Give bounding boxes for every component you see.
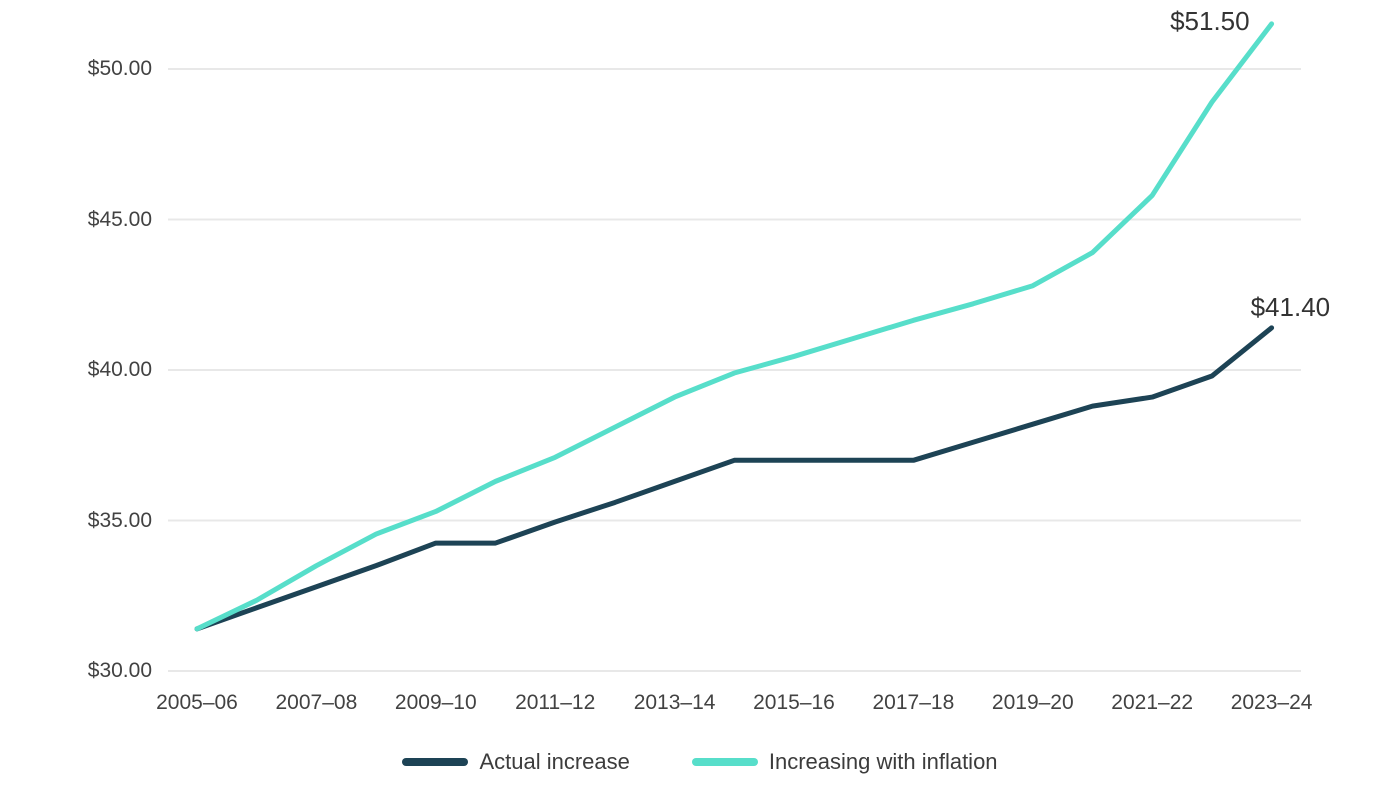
x-axis-tick: 2017–18 (872, 691, 955, 714)
legend-label-increasing-with-inflation: Increasing with inflation (768, 749, 998, 774)
x-axis-tick: 2009–10 (394, 691, 477, 714)
x-axis-tick: 2005–06 (156, 691, 238, 714)
series-line-actual-increase (194, 325, 1275, 632)
x-axis-tick: 2013–14 (633, 691, 716, 714)
series-line-increasing-with-inflation (194, 21, 1275, 632)
x-axis-tick: 2011–12 (515, 691, 596, 714)
y-axis-tick: $30.00 (87, 659, 152, 682)
y-axis-tick: $50.00 (87, 57, 152, 80)
y-axis-tick: $45.00 (87, 207, 152, 231)
y-axis-tick: $35.00 (87, 508, 152, 532)
legend-label-actual-increase: Actual increase (479, 749, 630, 774)
y-axis-tick: $40.00 (87, 358, 152, 381)
x-axis-tick: 2015–16 (753, 691, 835, 714)
legend-item-actual-increase: Actual increase (402, 748, 630, 776)
x-axis-tick: 2019–20 (991, 691, 1074, 714)
x-axis-tick: 2021–22 (1111, 691, 1194, 714)
value-label: $41.40 (1250, 291, 1331, 322)
x-axis-tick: 2007–08 (275, 691, 358, 714)
legend-item-increasing-with-inflation: Increasing with inflation (691, 748, 998, 776)
value-label: $51.50 (1170, 5, 1250, 36)
x-axis-tick: 2023–24 (1230, 691, 1313, 714)
legend-swatch-actual-increase (402, 758, 469, 766)
legend-swatch-increasing-with-inflation (691, 758, 758, 766)
chart-legend: Actual increase Increasing with inflatio… (0, 748, 1400, 776)
